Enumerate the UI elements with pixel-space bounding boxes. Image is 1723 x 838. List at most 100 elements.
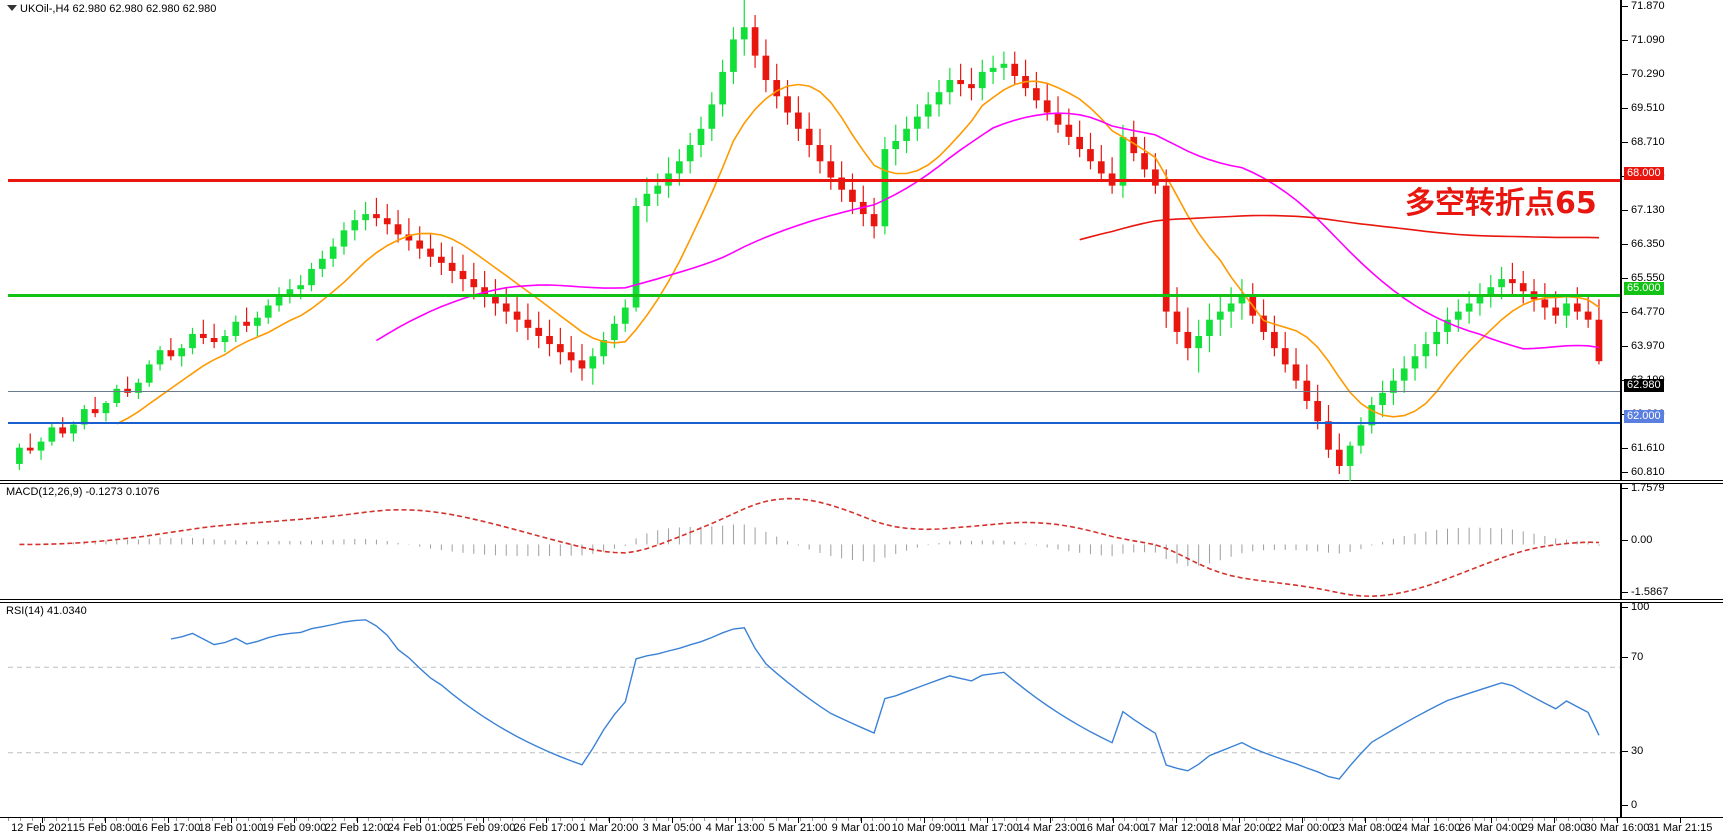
- rsi-y-axis: 100 70 30 0: [1620, 602, 1723, 817]
- rsi-tick: 30: [1622, 746, 1723, 757]
- macd-series: [19, 497, 1600, 598]
- time-minor-tick: [1040, 818, 1041, 821]
- time-minor-tick: [740, 818, 741, 821]
- time-tick-label: 26 Mar 04:00: [1458, 822, 1524, 834]
- time-tick-mark: [357, 818, 358, 823]
- price-panel: UKOil-,H4 62.980 62.980 62.980 62.980 71…: [0, 0, 1723, 481]
- rsi-panel: RSI(14) 41.0340 100 70 30 0: [0, 602, 1723, 818]
- time-minor-tick: [380, 818, 381, 821]
- macd-tick: 1.7579: [1622, 483, 1723, 494]
- time-tick-label: 22 Feb 12:00: [324, 822, 390, 834]
- time-minor-tick: [884, 818, 885, 821]
- moving-average-overlays: [116, 80, 1600, 425]
- time-minor-tick: [812, 818, 813, 821]
- price-plot-area[interactable]: [8, 0, 1620, 481]
- time-minor-tick: [704, 818, 705, 821]
- level-line-resistance-68[interactable]: [8, 179, 1620, 182]
- price-tick: 60.810: [1622, 467, 1723, 478]
- triangle-down-icon[interactable]: [7, 5, 17, 11]
- time-minor-tick: [272, 818, 273, 821]
- price-tag-68.000[interactable]: 68.000: [1624, 167, 1664, 180]
- time-minor-tick: [608, 818, 609, 821]
- time-minor-tick: [896, 818, 897, 821]
- time-minor-tick: [1100, 818, 1101, 821]
- level-line-pivot-65[interactable]: [8, 294, 1620, 297]
- time-minor-tick: [452, 818, 453, 821]
- time-minor-tick: [872, 818, 873, 821]
- macd-plot-area[interactable]: [8, 484, 1620, 599]
- price-tag-62.000[interactable]: 62.000: [1624, 410, 1664, 423]
- price-tag-62.980[interactable]: 62.980: [1624, 379, 1664, 392]
- candlestick-series: [16, 0, 1603, 481]
- level-line-support-62[interactable]: [8, 422, 1620, 424]
- time-tick-mark: [1365, 818, 1366, 823]
- time-minor-tick: [584, 818, 585, 821]
- time-minor-tick: [1388, 818, 1389, 821]
- time-tick-label: 18 Mar 20:00: [1206, 822, 1272, 834]
- time-minor-tick: [1136, 818, 1137, 821]
- time-minor-tick: [800, 818, 801, 821]
- rsi-tick: 70: [1622, 652, 1723, 663]
- time-minor-tick: [944, 818, 945, 821]
- macd-y-axis: 1.7579 0.00 -1.5867: [1620, 483, 1723, 599]
- time-tick-mark: [1302, 818, 1303, 823]
- time-minor-tick: [668, 818, 669, 821]
- time-minor-tick: [332, 818, 333, 821]
- macd-tick: 0.00: [1622, 535, 1723, 546]
- price-tick: 65.550: [1622, 273, 1723, 284]
- level-line-current-price-62.980[interactable]: [8, 391, 1620, 392]
- time-minor-tick: [224, 818, 225, 821]
- time-tick-mark: [1428, 818, 1429, 823]
- time-minor-tick: [1592, 818, 1593, 821]
- time-minor-tick: [512, 818, 513, 821]
- time-tick-label: 18 Feb 01:00: [198, 822, 264, 834]
- time-minor-tick: [1124, 818, 1125, 821]
- time-minor-tick: [1220, 818, 1221, 821]
- macd-signal-line: [19, 497, 1600, 598]
- macd-panel: MACD(12,26,9) -0.1273 0.1076 1.7579 0.00 -…: [0, 483, 1723, 600]
- rsi-indicator-label: RSI(14) 41.0340: [6, 605, 87, 617]
- time-minor-tick: [344, 818, 345, 821]
- time-minor-tick: [1472, 818, 1473, 821]
- time-minor-tick: [1556, 818, 1557, 821]
- time-tick-mark: [1113, 818, 1114, 823]
- time-minor-tick: [1052, 818, 1053, 821]
- time-minor-tick: [176, 818, 177, 821]
- time-minor-tick: [1232, 818, 1233, 821]
- time-minor-tick: [632, 818, 633, 821]
- time-tick-label: 26 Feb 17:00: [513, 822, 579, 834]
- time-minor-tick: [836, 818, 837, 821]
- time-tick-mark: [546, 818, 547, 823]
- time-minor-tick: [200, 818, 201, 821]
- time-axis[interactable]: 12 Feb 2021 15 Feb 08:00 16 Feb 17:00 18 Fe…: [0, 818, 1723, 838]
- time-minor-tick: [1400, 818, 1401, 821]
- time-minor-tick: [104, 818, 105, 821]
- time-minor-tick: [716, 818, 717, 821]
- price-tag-65.000[interactable]: 65.000: [1624, 282, 1664, 295]
- time-minor-tick: [1172, 818, 1173, 821]
- time-tick-label: 4 Mar 13:00: [705, 822, 765, 834]
- time-tick-label: 11 Mar 17:00: [954, 822, 1020, 834]
- macd-tick: -1.5867: [1622, 587, 1723, 598]
- price-y-axis[interactable]: 71.87071.09070.29069.51068.71067.93067.1…: [1620, 0, 1723, 480]
- time-minor-tick: [1448, 818, 1449, 821]
- time-minor-tick: [1604, 818, 1605, 821]
- time-minor-tick: [248, 818, 249, 821]
- price-tick: 67.130: [1622, 205, 1723, 216]
- rsi-plot-area[interactable]: [8, 603, 1620, 817]
- time-minor-tick: [956, 818, 957, 821]
- time-tick-label: 22 Mar 00:00: [1269, 822, 1335, 834]
- time-tick-label: 25 Feb 09:00: [450, 822, 516, 834]
- ma-line-MA-slow: [1079, 214, 1600, 241]
- time-minor-tick: [764, 818, 765, 821]
- time-tick-label: 1 Mar 20:00: [579, 822, 639, 834]
- time-tick-mark: [609, 818, 610, 823]
- time-minor-tick: [212, 818, 213, 821]
- chart-annotation-text: 多空转折点65: [1405, 186, 1597, 221]
- time-tick-label: 31 Mar 21:15: [1647, 822, 1713, 834]
- time-minor-tick: [440, 818, 441, 821]
- time-tick-mark: [1491, 818, 1492, 823]
- time-minor-tick: [1352, 818, 1353, 821]
- time-tick-label: 10 Mar 09:00: [891, 822, 957, 834]
- time-tick-mark: [105, 818, 106, 823]
